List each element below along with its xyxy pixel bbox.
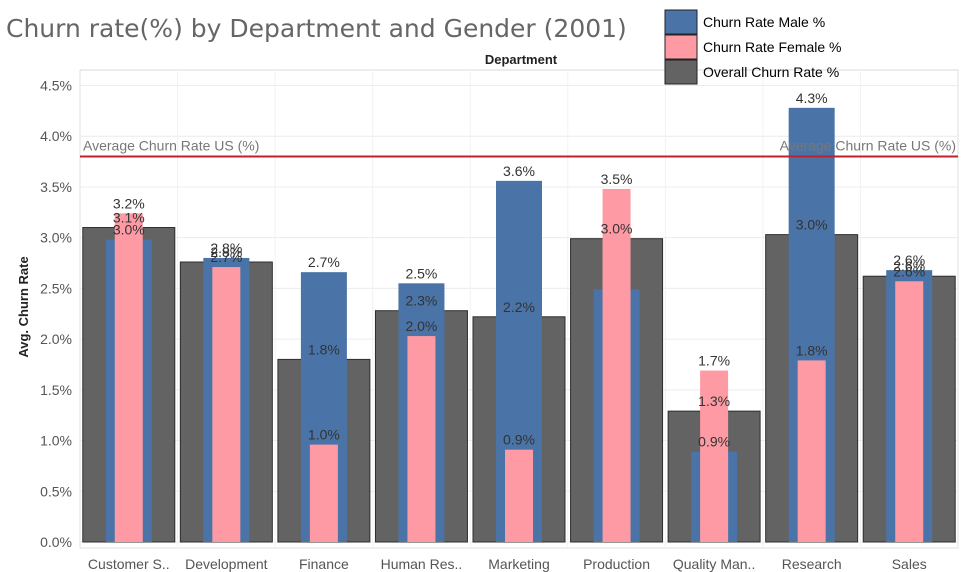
x-tick-label: Development <box>185 556 268 572</box>
data-label: 1.8% <box>308 341 340 357</box>
x-tick-label: Customer S.. <box>88 556 170 572</box>
chart-title: Churn rate(%) by Department and Gender (… <box>6 14 627 43</box>
y-tick-label: 2.0% <box>40 331 72 347</box>
x-tick-label: Finance <box>299 556 349 572</box>
female-bar <box>309 444 338 542</box>
data-label: 2.6% <box>893 263 925 279</box>
female-bar <box>505 449 533 542</box>
data-label: 2.5% <box>405 265 437 281</box>
data-label: 2.7% <box>210 249 242 265</box>
y-tick-label: 4.5% <box>40 78 72 94</box>
legend-swatch <box>664 59 698 85</box>
x-tick-label: Sales <box>892 556 927 572</box>
data-label: 1.0% <box>308 427 340 443</box>
data-label: 2.6% <box>893 252 925 268</box>
data-label: 3.0% <box>113 222 145 238</box>
y-tick-label: 3.0% <box>40 230 72 246</box>
data-label: 3.5% <box>601 171 633 187</box>
data-label: 2.0% <box>405 318 437 334</box>
data-label: 1.7% <box>698 353 730 369</box>
data-labels: 3.1%3.0%3.2%2.8%2.8%2.7%1.8%2.7%1.0%2.3%… <box>113 90 925 450</box>
legend-swatch <box>664 34 698 60</box>
female-bar <box>700 370 729 542</box>
x-tick-label: Human Res.. <box>381 556 463 572</box>
legend-label: Churn Rate Female % <box>703 39 842 55</box>
x-tick-label: Quality Man.. <box>673 556 755 572</box>
data-label: 3.0% <box>796 217 828 233</box>
y-tick-label: 3.5% <box>40 179 72 195</box>
y-tick-label: 1.5% <box>40 382 72 398</box>
data-label: 2.7% <box>308 254 340 270</box>
x-tick-label: Research <box>782 556 842 572</box>
y-tick-label: 1.0% <box>40 433 72 449</box>
data-label: 2.6% <box>893 258 925 274</box>
y-tick-label: 0.5% <box>40 483 72 499</box>
data-label: 4.3% <box>796 90 828 106</box>
legend: Churn Rate Male % Churn Rate Female % Over… <box>664 9 842 85</box>
reference-line: Average Churn Rate US (%) Average Churn R… <box>80 138 958 158</box>
y-axis-label: Avg. Churn Rate <box>16 256 31 357</box>
bars <box>82 107 956 543</box>
reference-line-label: Average Churn Rate US (%) <box>83 138 259 154</box>
female-bar <box>602 188 631 542</box>
y-tick-label: 2.5% <box>40 280 72 296</box>
female-bar <box>212 267 241 542</box>
reference-line-label: Average Churn Rate US (%) <box>780 138 956 154</box>
data-label: 1.8% <box>796 342 828 358</box>
female-bar <box>114 213 143 542</box>
data-label: 2.3% <box>405 293 437 309</box>
y-tick-label: 0.0% <box>40 534 72 550</box>
data-label: 2.8% <box>210 240 242 256</box>
y-tick-label: 4.0% <box>40 128 72 144</box>
data-label: 3.1% <box>113 210 145 226</box>
data-label: 0.9% <box>503 432 535 448</box>
y-axis: 0.0% 0.5% 1.0% 1.5% 2.0% 2.5% 3.0% 3.5% 4.0% 4.5% <box>40 78 72 551</box>
data-label: 1.3% <box>698 393 730 409</box>
x-axis: Customer S.. Development Finance Human Res.… <box>88 556 927 572</box>
legend-label: Churn Rate Male % <box>703 14 825 30</box>
x-tick-label: Marketing <box>488 556 549 572</box>
data-label: 2.8% <box>210 244 242 260</box>
data-label: 3.0% <box>601 221 633 237</box>
female-bar <box>407 336 436 542</box>
data-label: 2.2% <box>503 299 535 315</box>
data-label: 3.6% <box>503 163 535 179</box>
data-label: 0.9% <box>698 434 730 450</box>
female-bar <box>895 281 924 542</box>
x-tick-label: Production <box>583 556 650 572</box>
column-header: Department <box>485 52 558 67</box>
legend-label: Overall Churn Rate % <box>703 64 839 80</box>
female-bar <box>797 360 826 542</box>
data-label: 3.2% <box>113 195 145 211</box>
legend-swatch <box>664 9 698 35</box>
